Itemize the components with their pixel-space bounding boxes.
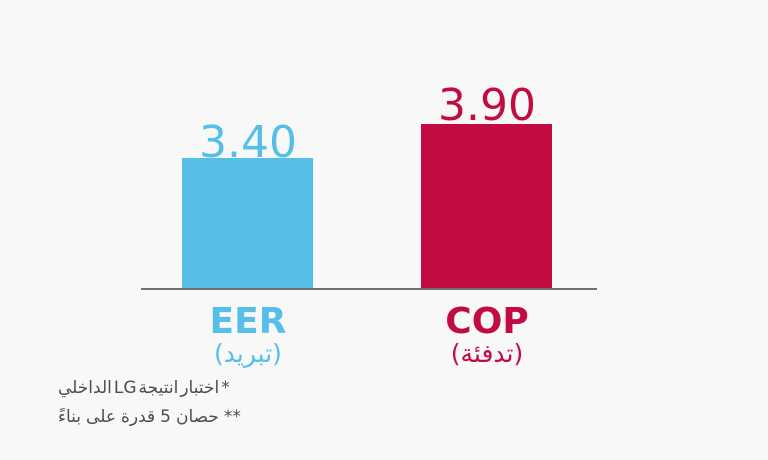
footnote-line-1: الداخلي LG انتيجة اختبار * <box>58 377 241 400</box>
eer-value-label: 3.40 <box>199 117 297 168</box>
cop-category-label: COP <box>445 301 529 342</box>
footnotes: الداخلي LG انتيجة اختبار * بناءً على قدرة 5 حصان… <box>58 377 241 429</box>
cop-bar <box>421 124 552 290</box>
eer-bar <box>182 158 313 290</box>
footnote-token: اختبار <box>180 378 220 398</box>
x-axis-line <box>141 288 597 290</box>
footnote-token: LG <box>113 378 137 398</box>
footnote-line-2: بناءً على قدرة 5 حصان ** <box>58 406 241 429</box>
footnote-token: على <box>86 406 116 427</box>
cop-value-label: 3.90 <box>438 80 536 131</box>
footnote-token: * <box>221 378 230 398</box>
eer-category-label: EER <box>209 301 287 342</box>
footnote-token: قدرة <box>121 406 156 427</box>
footnote-token: انتيجة <box>138 378 179 398</box>
cop-category-sublabel-arabic: (تدفئة) <box>450 339 524 368</box>
footnote-token: حصان <box>176 406 219 427</box>
eer-category-sublabel-arabic: (تبريد) <box>214 339 282 368</box>
footnote-token: الداخلي <box>58 378 112 398</box>
footnote-token: ** <box>223 406 241 427</box>
footnote-token: 5 <box>160 406 171 427</box>
footnote-token: بناءً <box>58 406 82 427</box>
